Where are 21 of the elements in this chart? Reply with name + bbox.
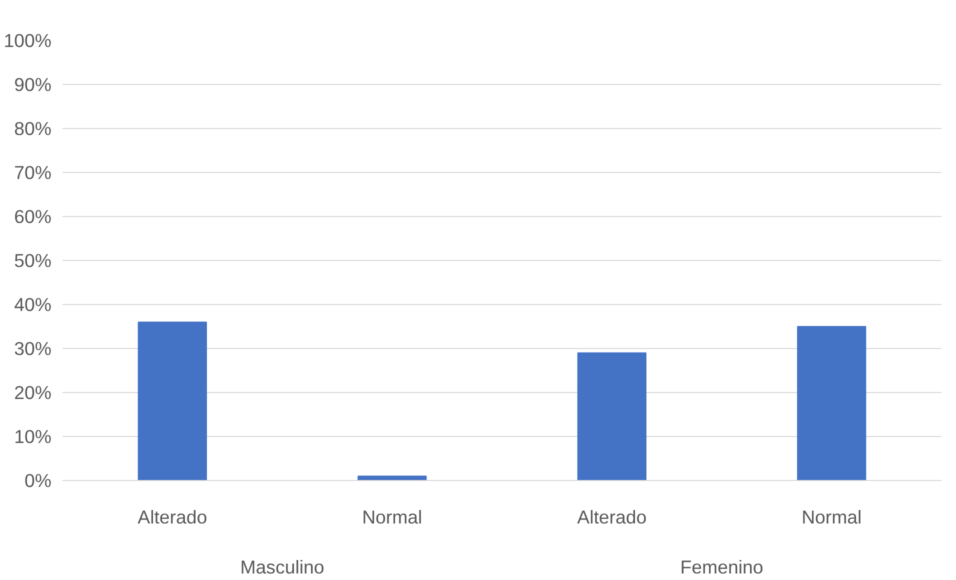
x-tick-label: Normal — [802, 506, 862, 528]
bar — [358, 476, 427, 480]
y-tick-label: 30% — [14, 338, 52, 359]
y-tick-label: 100% — [4, 30, 52, 51]
text: Masculino — [240, 556, 324, 578]
y-tick-label: 20% — [14, 382, 52, 403]
x-tick-label: Normal — [362, 506, 422, 528]
text: Femenino — [680, 556, 764, 578]
y-tick-label: 50% — [14, 250, 52, 271]
y-tick-label: 0% — [24, 470, 52, 491]
y-tick-label: 70% — [14, 162, 52, 183]
y-tick-label: 80% — [14, 118, 52, 139]
y-tick-label: 90% — [14, 74, 52, 95]
x-tick-label: Alterado — [138, 506, 208, 528]
bar — [138, 322, 207, 480]
y-tick-label: 60% — [14, 206, 52, 227]
x-tick-label: Alterado — [577, 506, 647, 528]
bar — [577, 352, 646, 480]
y-tick-label: 10% — [14, 426, 52, 447]
y-tick-label: 40% — [14, 294, 52, 315]
bar — [797, 326, 866, 480]
